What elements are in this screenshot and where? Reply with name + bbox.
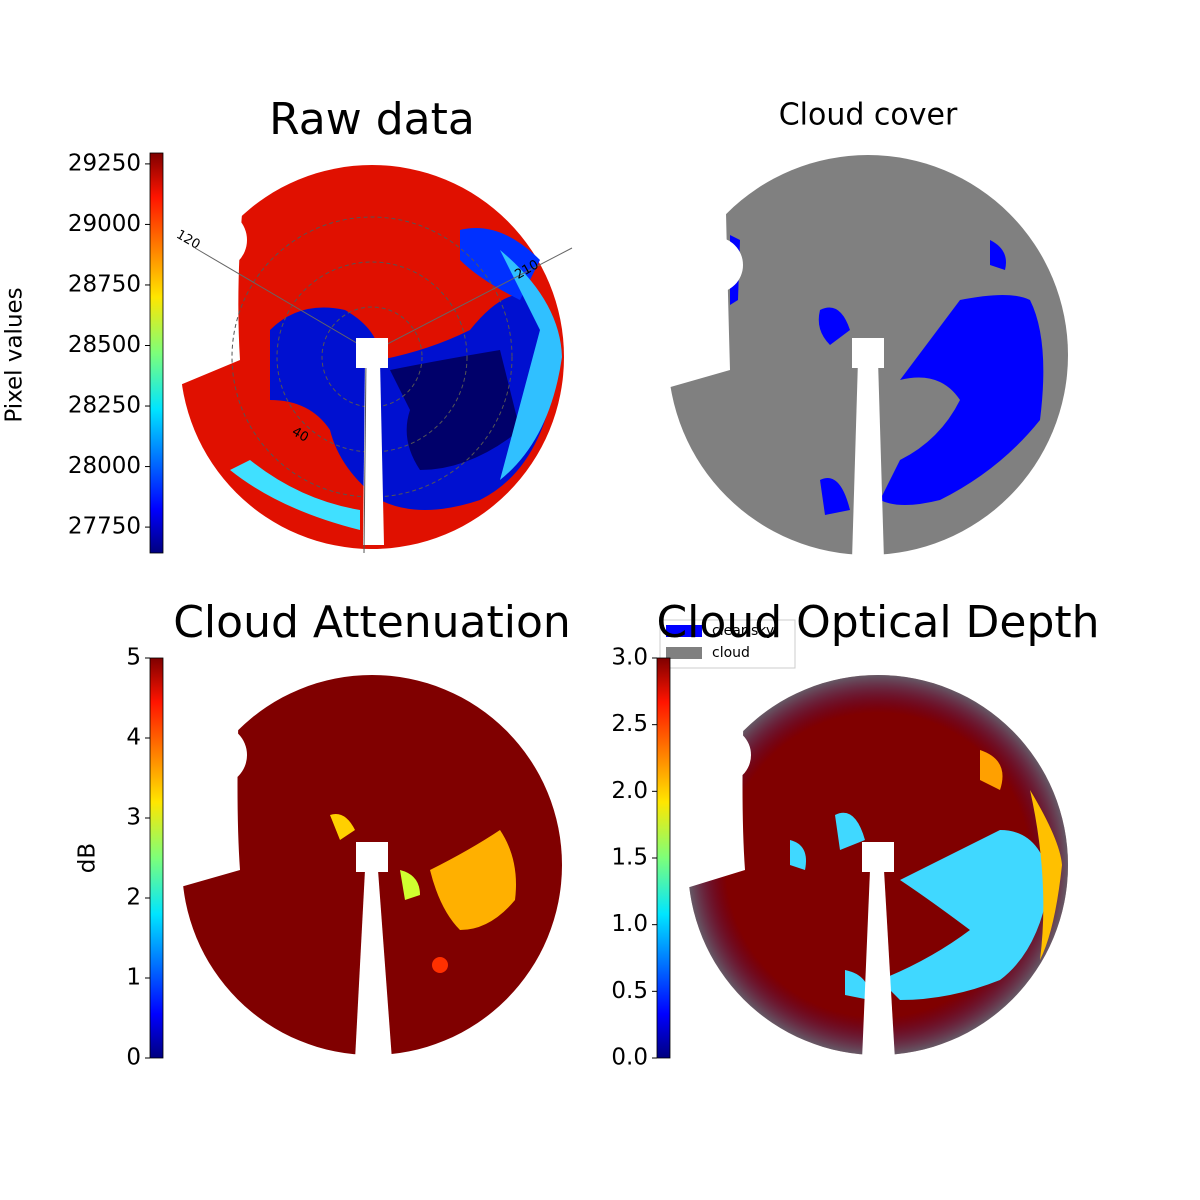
colorbar-tick-label: 1	[126, 965, 141, 991]
colorbar-tick-label: 2	[126, 885, 141, 911]
colorbar-tick-label: 4	[126, 725, 141, 751]
polar-label: 40	[289, 424, 311, 445]
attenuation-image	[170, 670, 562, 1060]
colorbar-label: dB	[75, 843, 101, 873]
raw-image	[180, 165, 573, 554]
colorbar	[656, 657, 671, 1059]
colorbar-tick-label: 3	[126, 805, 141, 831]
colorbar-tick-label: 28250	[68, 393, 141, 419]
panel-title: Raw data	[269, 94, 475, 145]
panel-title: Cloud Optical Depth	[656, 597, 1099, 648]
cloud-cover-image	[660, 155, 1068, 560]
colorbar-tick-label: 28750	[68, 271, 141, 297]
colorbar-tick-label: 5	[126, 645, 141, 671]
panel-title: Cloud Attenuation	[173, 597, 571, 648]
colorbar-tick-label: 0.0	[611, 1045, 648, 1071]
colorbar-tick-label: 27750	[68, 514, 141, 540]
colorbar-tick-label: 0	[126, 1045, 141, 1071]
colorbar-tick-label: 1.5	[611, 845, 648, 871]
colorbar-tick-label: 29000	[68, 211, 141, 237]
colorbar-tick-label: 3.0	[611, 645, 648, 671]
legend-label: clear sky	[712, 623, 774, 639]
colorbar-tick-label: 1.0	[611, 911, 648, 937]
colorbar-label: Pixel values	[2, 287, 28, 422]
legend-patch	[666, 625, 702, 637]
colorbar	[149, 657, 164, 1059]
colorbar-tick-label: 28500	[68, 332, 141, 358]
colorbar-tick-label: 28000	[68, 453, 141, 479]
legend-patch	[666, 647, 702, 659]
colorbar-tick-label: 2.5	[611, 711, 648, 737]
colorbar	[149, 152, 164, 554]
colorbar-tick-label: 29250	[68, 150, 141, 176]
optical-depth-image	[680, 670, 1068, 1060]
panel-title: Cloud cover	[779, 98, 958, 133]
legend-label: cloud	[712, 645, 750, 661]
colorbar-tick-label: 0.5	[611, 978, 648, 1004]
colorbar-tick-label: 2.0	[611, 778, 648, 804]
